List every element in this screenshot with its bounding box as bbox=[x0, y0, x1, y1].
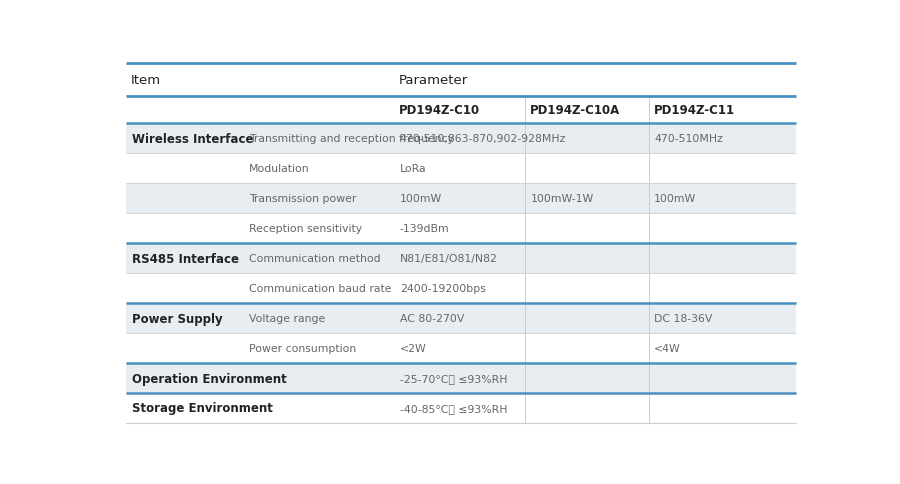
Text: 100mW: 100mW bbox=[400, 194, 442, 204]
Text: AC 80-270V: AC 80-270V bbox=[400, 314, 464, 323]
Bar bbox=[126, 64, 796, 96]
Text: 470-510,863-870,902-928MHz: 470-510,863-870,902-928MHz bbox=[400, 134, 566, 144]
Text: 100mW: 100mW bbox=[654, 194, 697, 204]
Text: Transmitting and reception frequency: Transmitting and reception frequency bbox=[249, 134, 454, 144]
Text: Communication method: Communication method bbox=[249, 254, 381, 264]
Text: DC 18-36V: DC 18-36V bbox=[654, 314, 713, 323]
Text: PD194Z-C10A: PD194Z-C10A bbox=[529, 104, 620, 117]
Text: PD194Z-C11: PD194Z-C11 bbox=[653, 104, 734, 117]
Bar bbox=[126, 244, 796, 273]
Text: 2400-19200bps: 2400-19200bps bbox=[400, 284, 486, 294]
Text: <4W: <4W bbox=[654, 343, 681, 353]
Bar bbox=[126, 303, 796, 333]
Bar bbox=[126, 393, 796, 423]
Text: <2W: <2W bbox=[400, 343, 427, 353]
Text: Communication baud rate: Communication baud rate bbox=[249, 284, 392, 294]
Text: Storage Environment: Storage Environment bbox=[132, 402, 273, 415]
Text: -40-85°C， ≤93%RH: -40-85°C， ≤93%RH bbox=[400, 403, 508, 413]
Text: 470-510MHz: 470-510MHz bbox=[654, 134, 723, 144]
Bar bbox=[126, 124, 796, 154]
Text: Parameter: Parameter bbox=[399, 74, 468, 87]
Text: PD194Z-C10: PD194Z-C10 bbox=[399, 104, 480, 117]
Bar bbox=[126, 184, 796, 214]
Text: RS485 Interface: RS485 Interface bbox=[132, 252, 238, 265]
Text: Power consumption: Power consumption bbox=[249, 343, 356, 353]
Text: -25-70°C， ≤93%RH: -25-70°C， ≤93%RH bbox=[400, 373, 508, 383]
Text: Item: Item bbox=[131, 74, 161, 87]
Bar bbox=[126, 214, 796, 244]
Text: Operation Environment: Operation Environment bbox=[132, 372, 286, 385]
Text: Transmission power: Transmission power bbox=[249, 194, 356, 204]
Text: 100mW-1W: 100mW-1W bbox=[530, 194, 593, 204]
Text: Reception sensitivity: Reception sensitivity bbox=[249, 224, 362, 234]
Text: Modulation: Modulation bbox=[249, 164, 310, 174]
Bar bbox=[126, 96, 796, 124]
Bar bbox=[126, 333, 796, 363]
Bar bbox=[126, 273, 796, 303]
Text: LoRa: LoRa bbox=[400, 164, 427, 174]
Text: N81/E81/O81/N82: N81/E81/O81/N82 bbox=[400, 254, 498, 264]
Text: Wireless Interface: Wireless Interface bbox=[132, 133, 254, 146]
Bar bbox=[126, 154, 796, 184]
Text: Voltage range: Voltage range bbox=[249, 314, 325, 323]
Text: -139dBm: -139dBm bbox=[400, 224, 449, 234]
Bar bbox=[126, 363, 796, 393]
Text: Power Supply: Power Supply bbox=[132, 312, 222, 325]
